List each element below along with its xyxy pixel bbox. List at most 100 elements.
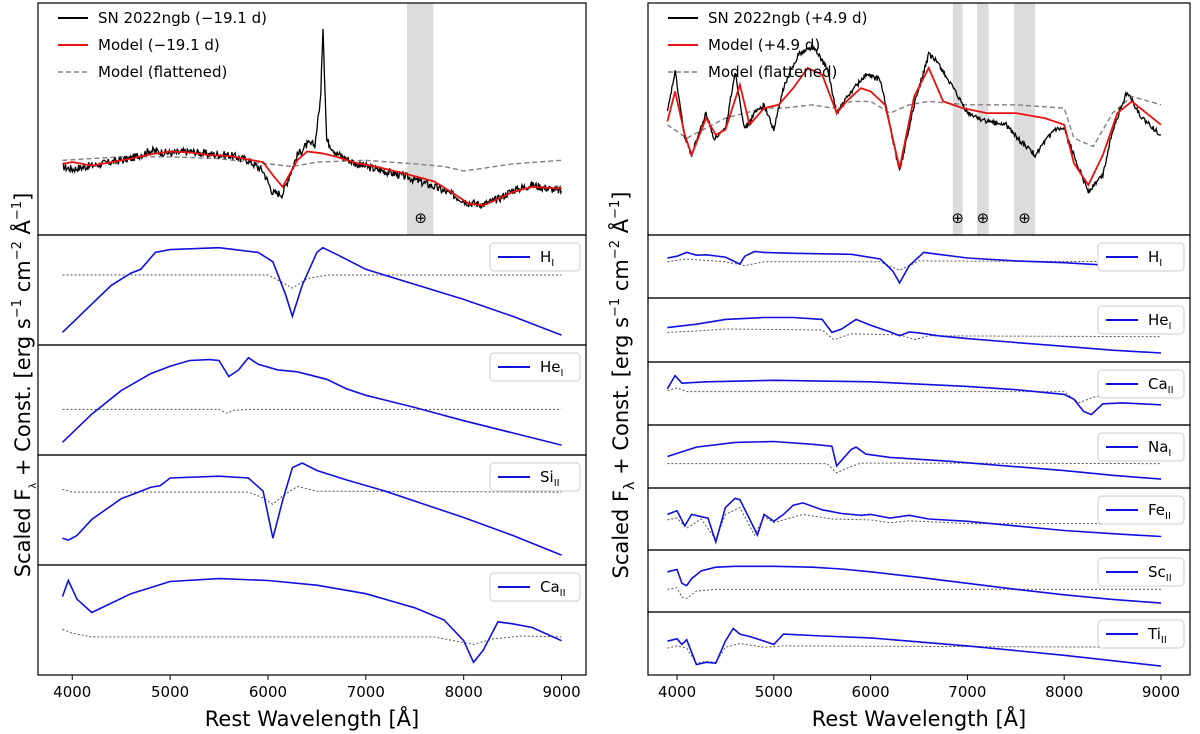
legend-label: SN 2022ngb (−19.1 d): [98, 9, 267, 27]
x-axis-label: Rest Wavelength [Å]: [812, 705, 1026, 731]
legend-label: Model (flattened): [708, 63, 837, 81]
ion-spectrum-line: [667, 250, 1162, 285]
telluric-band: [406, 3, 434, 235]
ion-panel: HI: [37, 234, 587, 346]
spectrum-panel-main: ⊕ SN 2022ngb (−19.1 d) Model (−19.1 d) Mode…: [37, 2, 587, 236]
ion-panel: CaII: [37, 564, 587, 676]
legend-label: Model (−19.1 d): [98, 36, 220, 54]
ion-legend-label: HeI: [1148, 311, 1171, 332]
ion-spectrum-line: [61, 356, 562, 446]
ion-flattened-line: [62, 485, 562, 506]
x-tick-label: 8000: [1045, 683, 1083, 701]
ion-legend-label: HI: [1148, 248, 1162, 269]
x-tick-label: 8000: [445, 683, 483, 701]
ion-flattened-line: [667, 258, 1162, 271]
ion-spectrum-line: [62, 462, 562, 556]
axes-frame: [647, 611, 1191, 676]
y-axis-label-left: Scaled Fλ + Const. [erg s−1 cm−2 Å−1]: [9, 193, 39, 578]
ion-flattened-line: [667, 387, 1161, 404]
ion-spectrum-line: [666, 374, 1162, 416]
x-tick-label: 6000: [852, 683, 890, 701]
ion-flattened-line: [667, 462, 1162, 474]
observed-spectrum-line: [62, 28, 563, 209]
legend-label: Model (flattened): [98, 63, 227, 81]
ion-panel: ScII: [647, 549, 1191, 613]
x-tick-label: 5000: [755, 683, 793, 701]
ion-spectrum-line: [61, 246, 562, 336]
left-spectra-column: ⊕ SN 2022ngb (−19.1 d) Model (−19.1 d) Mode…: [37, 2, 587, 731]
ion-legend-box: [1097, 369, 1185, 399]
ion-spectrum-line: [667, 497, 1162, 545]
ion-legend-box: [1097, 619, 1185, 649]
x-tick-label: 5000: [151, 683, 189, 701]
telluric-band: [1013, 3, 1036, 235]
ion-legend-box: [1097, 557, 1185, 587]
ion-panel: SiII: [37, 454, 587, 566]
y-axis-label-right: Scaled Fλ + Const. [erg s−1 cm−2 Å−1]: [607, 192, 638, 579]
ion-legend-label: ScII: [1148, 563, 1172, 584]
ion-legend-box: [1097, 432, 1185, 462]
ion-legend-label: HeI: [540, 358, 563, 379]
ion-legend-box: [489, 242, 581, 272]
ion-spectrum-line: [667, 440, 1162, 480]
x-tick-label: 4000: [658, 683, 696, 701]
legend-label: Model (+4.9 d): [708, 36, 820, 54]
ion-panel: HeI: [37, 344, 587, 456]
ion-panel: CaII: [647, 361, 1191, 426]
ion-panel: NaI: [647, 424, 1191, 489]
ion-legend-box: [1097, 305, 1185, 335]
ion-legend-box: [1097, 495, 1185, 525]
ion-spectrum-line: [667, 565, 1162, 604]
ion-panel: HI: [647, 234, 1191, 299]
ion-legend-box: [1097, 242, 1185, 272]
telluric-symbol: ⊕: [414, 209, 427, 227]
telluric-symbol: ⊕: [951, 209, 964, 227]
ion-legend-label: CaII: [1148, 375, 1174, 396]
model-spectrum-line: [666, 65, 1162, 187]
svg-text:Scaled Fλ + Const. [erg s−1 cm: Scaled Fλ + Const. [erg s−1 cm−2 Å−1]: [607, 192, 638, 579]
ion-flattened-line: [62, 274, 562, 289]
telluric-band: [952, 3, 963, 235]
spectrum-panel-main: ⊕ ⊕ ⊕ SN 2022ngb (+4.9 d) Model (+4.9 d) Mode…: [647, 2, 1191, 236]
ion-spectrum-line: [61, 577, 562, 664]
x-axis: 4000 5000 6000 7000 8000 9000 Rest Wavelength …: [53, 675, 581, 731]
x-axis-label: Rest Wavelength [Å]: [205, 705, 419, 731]
ion-flattened-line: [667, 642, 1162, 664]
ion-spectrum-line: [667, 316, 1162, 354]
ion-spectrum-line: [667, 627, 1162, 667]
x-tick-label: 4000: [53, 683, 91, 701]
telluric-symbol: ⊕: [977, 209, 990, 227]
ion-panel: FeII: [647, 487, 1191, 551]
ion-panel: HeI: [647, 297, 1191, 363]
ion-legend-label: CaII: [540, 578, 566, 599]
ion-flattened-line: [62, 408, 562, 414]
ion-flattened-line: [62, 628, 562, 645]
ion-legend-box: [489, 352, 581, 382]
x-tick-label: 9000: [542, 683, 580, 701]
axes-frame: [37, 564, 587, 676]
ion-legend-box: [489, 572, 581, 602]
ion-flattened-line: [667, 328, 1162, 341]
x-tick-label: 9000: [1142, 683, 1180, 701]
x-axis: 4000 5000 6000 7000 8000 9000 Rest Wavelength …: [658, 675, 1180, 731]
telluric-symbol: ⊕: [1018, 209, 1031, 227]
right-spectra-column: ⊕ ⊕ ⊕ SN 2022ngb (+4.9 d) Model (+4.9 d) Mode…: [647, 2, 1191, 731]
model-spectrum-line: [62, 150, 562, 207]
ion-legend-box: [489, 462, 581, 492]
ion-flattened-line: [667, 506, 1161, 541]
x-tick-label: 7000: [347, 683, 385, 701]
ion-flattened-line: [667, 587, 1161, 600]
legend-label: SN 2022ngb (+4.9 d): [708, 9, 867, 27]
svg-text:Scaled Fλ + Const. [erg s−1 cm: Scaled Fλ + Const. [erg s−1 cm−2 Å−1]: [9, 193, 39, 578]
ion-legend-label: NaI: [1148, 438, 1171, 459]
x-tick-label: 7000: [948, 683, 986, 701]
ion-panel: TiII: [647, 611, 1191, 676]
flattened-model-line: [667, 95, 1162, 148]
ion-legend-label: FeII: [1148, 501, 1171, 522]
ion-legend-label: HI: [540, 248, 554, 269]
ion-legend-label: SiII: [540, 468, 560, 489]
ion-legend-label: TiII: [1147, 625, 1167, 646]
flattened-model-line: [62, 156, 562, 172]
x-tick-label: 6000: [249, 683, 287, 701]
